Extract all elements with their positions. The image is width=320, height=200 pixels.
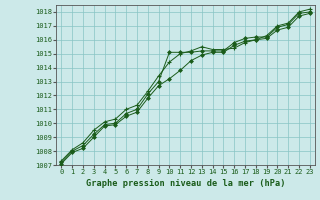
X-axis label: Graphe pression niveau de la mer (hPa): Graphe pression niveau de la mer (hPa) — [86, 179, 285, 188]
